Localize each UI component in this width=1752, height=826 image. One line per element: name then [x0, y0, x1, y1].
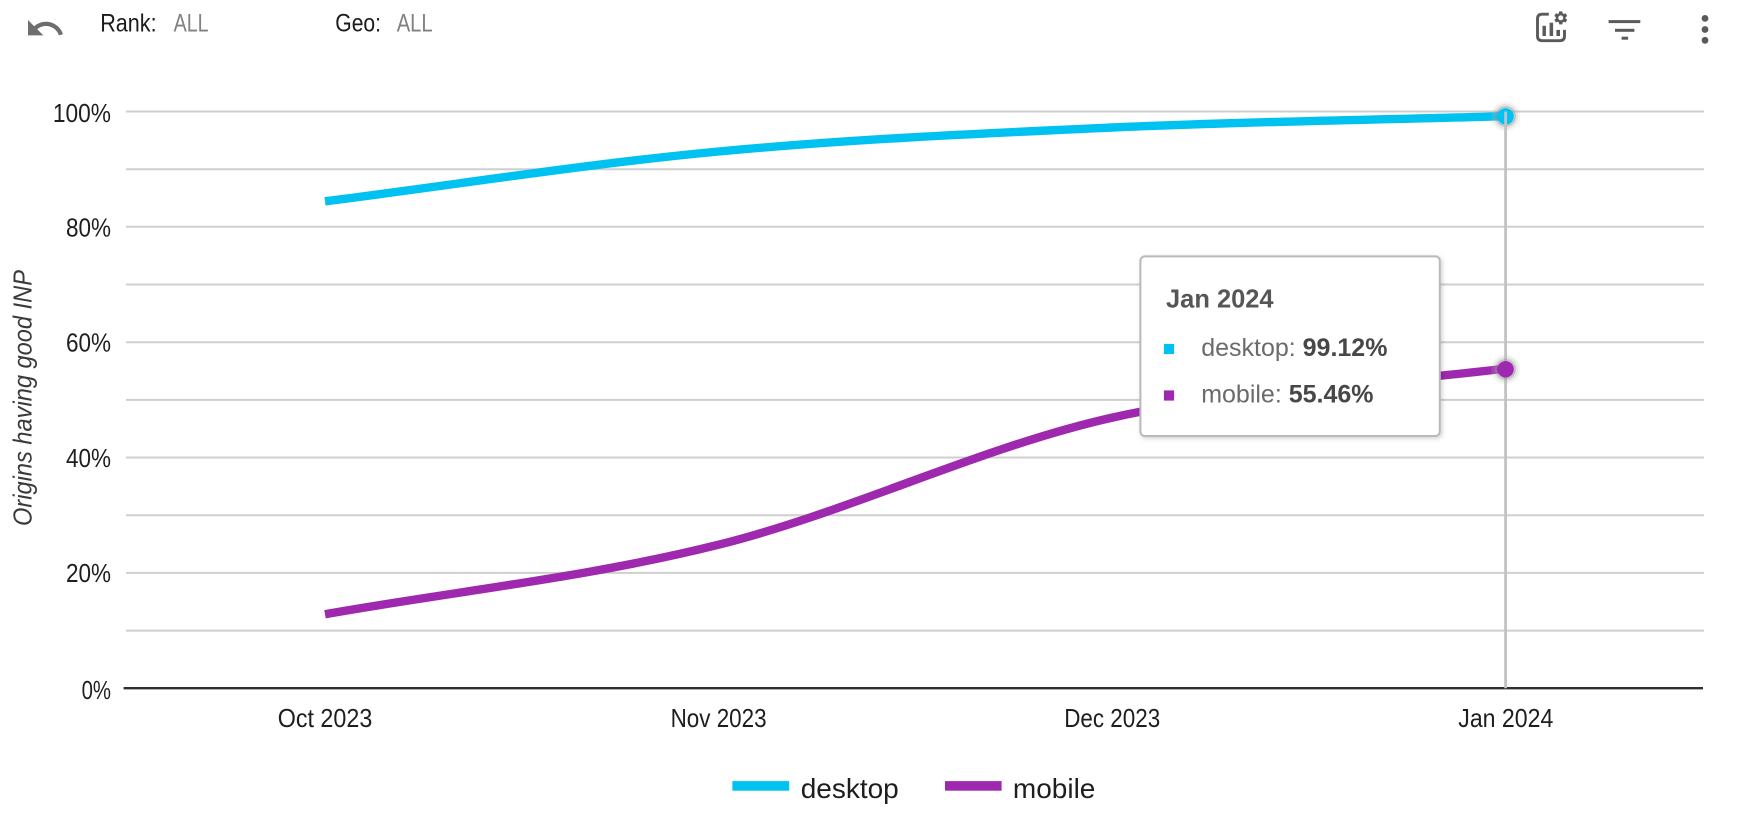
svg-text:Geo:: Geo:: [335, 10, 381, 38]
svg-text:0%: 0%: [82, 675, 111, 705]
svg-text:mobile: 55.46%: mobile: 55.46%: [1201, 380, 1373, 408]
svg-text:20%: 20%: [66, 558, 111, 588]
svg-text:Jan 2024: Jan 2024: [1166, 283, 1274, 313]
svg-text:40%: 40%: [66, 443, 111, 473]
svg-text:desktop: desktop: [801, 773, 899, 804]
svg-text:Oct 2023: Oct 2023: [278, 703, 373, 733]
svg-text:Jan 2024: Jan 2024: [1458, 703, 1553, 733]
svg-text:80%: 80%: [66, 212, 111, 242]
svg-text:desktop: 99.12%: desktop: 99.12%: [1201, 334, 1387, 362]
svg-text:Dec 2023: Dec 2023: [1064, 703, 1160, 733]
svg-text:60%: 60%: [66, 328, 111, 358]
svg-text:100%: 100%: [53, 98, 111, 128]
svg-text:ALL: ALL: [174, 10, 209, 38]
svg-text:Rank:: Rank:: [100, 10, 156, 38]
svg-text:Origins having good INP: Origins having good INP: [8, 269, 38, 526]
svg-text:Nov 2023: Nov 2023: [671, 703, 767, 733]
svg-text:mobile: mobile: [1013, 773, 1095, 804]
svg-text:ALL: ALL: [397, 10, 433, 38]
